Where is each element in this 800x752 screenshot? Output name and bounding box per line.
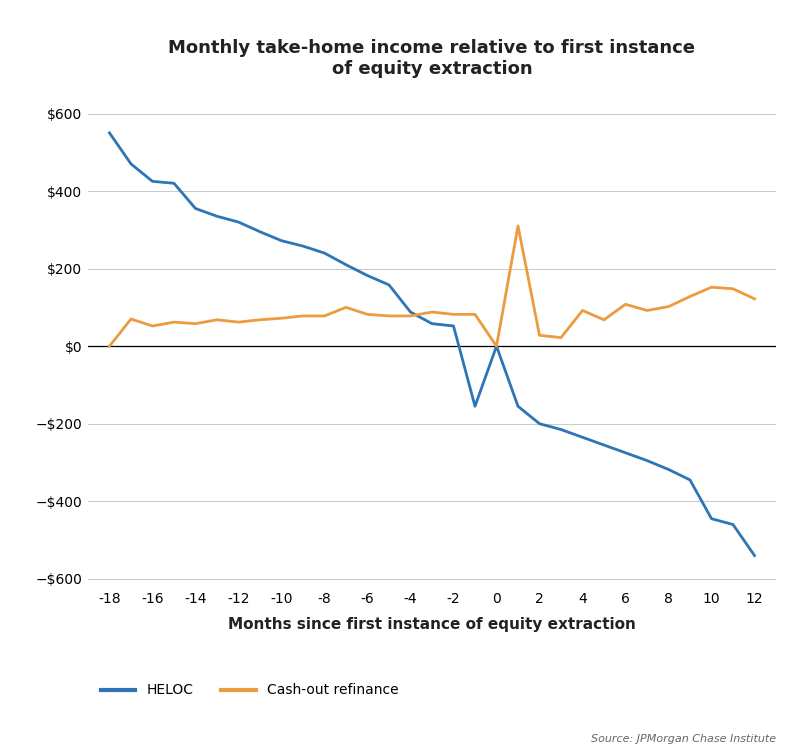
- Cash-out refinance: [406, 311, 415, 320]
- Cash-out refinance: [212, 315, 222, 324]
- HELOC: [556, 425, 566, 434]
- HELOC: [277, 236, 286, 245]
- Cash-out refinance: [255, 315, 265, 324]
- HELOC: [320, 249, 330, 258]
- Cash-out refinance: [170, 317, 179, 326]
- Cash-out refinance: [599, 315, 609, 324]
- HELOC: [728, 520, 738, 529]
- HELOC: [362, 271, 372, 280]
- Cash-out refinance: [706, 283, 716, 292]
- Cash-out refinance: [750, 294, 759, 303]
- HELOC: [621, 448, 630, 457]
- HELOC: [599, 441, 609, 450]
- Line: Cash-out refinance: Cash-out refinance: [110, 226, 754, 346]
- Cash-out refinance: [384, 311, 394, 320]
- Cash-out refinance: [341, 303, 350, 312]
- Text: Source: JPMorgan Chase Institute: Source: JPMorgan Chase Institute: [591, 735, 776, 744]
- HELOC: [685, 475, 694, 484]
- HELOC: [578, 432, 587, 441]
- Cash-out refinance: [578, 306, 587, 315]
- HELOC: [212, 212, 222, 221]
- Cash-out refinance: [298, 311, 308, 320]
- Cash-out refinance: [534, 331, 544, 340]
- HELOC: [534, 419, 544, 428]
- HELOC: [449, 322, 458, 331]
- Cash-out refinance: [148, 322, 158, 331]
- HELOC: [406, 308, 415, 317]
- HELOC: [234, 217, 243, 226]
- HELOC: [148, 177, 158, 186]
- Cash-out refinance: [685, 292, 694, 301]
- Line: HELOC: HELOC: [110, 133, 754, 556]
- HELOC: [105, 129, 114, 138]
- HELOC: [298, 241, 308, 250]
- Cash-out refinance: [642, 306, 652, 315]
- Cash-out refinance: [514, 221, 523, 230]
- HELOC: [384, 280, 394, 290]
- HELOC: [255, 227, 265, 236]
- Legend: HELOC, Cash-out refinance: HELOC, Cash-out refinance: [95, 678, 404, 703]
- Cash-out refinance: [126, 314, 136, 323]
- HELOC: [514, 402, 523, 411]
- Cash-out refinance: [105, 341, 114, 350]
- HELOC: [664, 465, 674, 474]
- Cash-out refinance: [427, 308, 437, 317]
- Cash-out refinance: [362, 310, 372, 319]
- HELOC: [126, 159, 136, 168]
- Cash-out refinance: [449, 310, 458, 319]
- HELOC: [470, 402, 480, 411]
- HELOC: [492, 341, 502, 350]
- HELOC: [170, 179, 179, 188]
- HELOC: [706, 514, 716, 523]
- Cash-out refinance: [470, 310, 480, 319]
- Cash-out refinance: [664, 302, 674, 311]
- HELOC: [750, 551, 759, 560]
- Cash-out refinance: [190, 319, 200, 328]
- Cash-out refinance: [728, 284, 738, 293]
- Cash-out refinance: [234, 317, 243, 326]
- Cash-out refinance: [621, 300, 630, 309]
- Cash-out refinance: [492, 341, 502, 350]
- Title: Monthly take-home income relative to first instance
of equity extraction: Monthly take-home income relative to fir…: [169, 39, 695, 77]
- HELOC: [642, 456, 652, 465]
- Cash-out refinance: [277, 314, 286, 323]
- HELOC: [190, 204, 200, 213]
- Cash-out refinance: [556, 333, 566, 342]
- HELOC: [427, 319, 437, 328]
- X-axis label: Months since first instance of equity extraction: Months since first instance of equity ex…: [228, 617, 636, 632]
- HELOC: [341, 260, 350, 269]
- Cash-out refinance: [320, 311, 330, 320]
